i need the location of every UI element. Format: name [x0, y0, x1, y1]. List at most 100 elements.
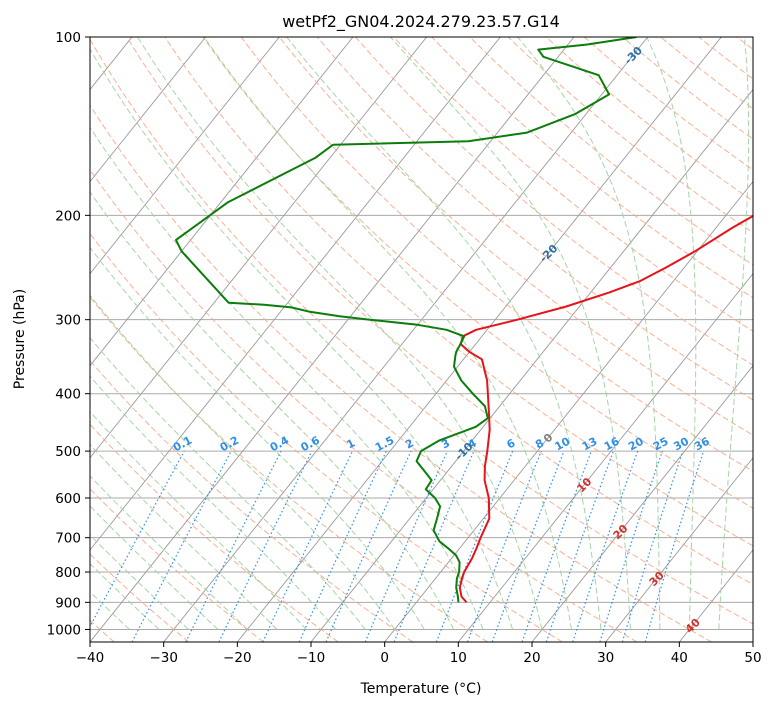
- y-tick-label: 900: [55, 595, 81, 611]
- dry-adiabat-line: [90, 104, 712, 642]
- moist-adiabat-lines: [90, 37, 750, 630]
- x-tick-label: 30: [597, 650, 614, 666]
- mixing-ratio-line: [298, 450, 387, 642]
- plot-area: 0.10.20.40.611.52346810131620253036-100-…: [90, 37, 753, 642]
- dry-adiabat-line: [545, 37, 753, 202]
- isotherm-line: [90, 37, 501, 551]
- chart-title: wetPf2_GN04.2024.279.23.57.G14: [282, 12, 560, 32]
- moist-adiabat-line: [90, 191, 455, 630]
- isotherm-line: [236, 37, 722, 642]
- mixing-ratio-label: 16: [602, 435, 622, 454]
- moist-adiabat-line: [90, 294, 396, 630]
- moist-adiabat-line: [90, 246, 425, 630]
- y-tick-label: 400: [55, 387, 81, 403]
- isotherm-line: [90, 37, 280, 275]
- dry-adiabat-line: [90, 488, 264, 642]
- mixing-ratio-lines: [90, 450, 705, 642]
- x-tick-label: 0: [380, 650, 389, 666]
- moist-adiabat-line: [286, 37, 602, 630]
- profile-series: [175, 37, 753, 603]
- x-tick-label: −10: [297, 650, 326, 666]
- y-tick-label: 700: [55, 531, 81, 547]
- mixing-ratio-line: [521, 450, 592, 642]
- moist-adiabat-line: [90, 410, 307, 630]
- dry-adiabat-line: [90, 38, 753, 625]
- dewpoint-line: [175, 37, 637, 603]
- dry-adiabat-line: [431, 37, 753, 299]
- mixing-ratio-label: 30: [671, 435, 691, 454]
- y-tick-label: 600: [55, 491, 81, 507]
- dry-adiabat-line: [126, 37, 753, 586]
- moist-adiabat-line: [90, 48, 514, 630]
- mixing-ratio-line: [364, 450, 448, 642]
- isotherm-line: [90, 37, 354, 367]
- moist-adiabat-line: [90, 475, 248, 630]
- y-tick-label: 200: [55, 208, 81, 224]
- dry-adiabat-lines: [90, 37, 753, 642]
- moist-adiabat-line: [517, 37, 661, 630]
- dry-adiabat-line: [90, 168, 638, 642]
- dry-adiabat-line: [622, 37, 753, 140]
- mixing-ratio-line: [572, 450, 639, 642]
- dry-adiabat-line: [202, 37, 753, 509]
- x-tick-label: −30: [149, 650, 178, 666]
- dry-adiabat-line: [90, 232, 563, 642]
- x-tick-label: 20: [523, 650, 540, 666]
- mixing-ratio-line: [393, 450, 475, 642]
- isotherm-line: [90, 37, 428, 459]
- mixing-ratio-line: [644, 450, 705, 642]
- moist-adiabat-line: [90, 375, 337, 630]
- y-axis-label: Pressure (hPa): [12, 289, 28, 389]
- y-tick-label: 800: [55, 565, 81, 581]
- x-tick-label: −20: [223, 650, 252, 666]
- isotherm-line: [531, 365, 753, 642]
- dry-adiabat-line: [317, 37, 753, 401]
- dry-adiabat-line: [278, 37, 753, 436]
- moist-adiabat-line: [137, 37, 543, 630]
- dry-adiabat-line: [164, 37, 753, 547]
- moist-adiabat-line: [646, 37, 697, 630]
- mixing-ratio-label: 10: [553, 435, 573, 454]
- moist-adiabat-line: [718, 37, 750, 630]
- mixing-ratio-label: 20: [626, 435, 646, 454]
- mixing-ratio-line: [621, 450, 684, 642]
- dry-adiabat-line: [469, 37, 753, 266]
- mixing-ratio-label: 13: [580, 435, 600, 454]
- isotherm-line: [90, 37, 207, 183]
- dry-adiabat-line: [240, 37, 753, 472]
- x-tick-label: 10: [450, 650, 467, 666]
- moist-adiabat-line: [90, 126, 484, 630]
- y-tick-label: 300: [55, 313, 81, 329]
- mixing-ratio-line: [545, 450, 614, 642]
- moist-adiabat-line: [390, 37, 631, 630]
- dry-adiabat-line: [90, 296, 488, 642]
- mixing-ratio-label: 36: [692, 435, 712, 454]
- dry-adiabat-line: [90, 423, 339, 642]
- y-tick-label: 100: [55, 30, 81, 46]
- x-axis: −40 −30 −20 −10 0 10 20 30 40 50: [76, 642, 762, 666]
- y-tick-label: 500: [55, 444, 81, 460]
- moist-adiabat-line: [90, 534, 189, 630]
- x-tick-label: −40: [76, 650, 105, 666]
- y-tick-label: 1000: [47, 622, 81, 638]
- moist-adiabat-line: [90, 505, 219, 630]
- mixing-ratio-line: [90, 450, 185, 628]
- mixing-ratio-line: [262, 450, 354, 642]
- dry-adiabat-line: [507, 37, 753, 234]
- isotherm-line: [605, 457, 753, 642]
- isotherm-line: [384, 180, 753, 642]
- dry-adiabat-line: [355, 37, 753, 366]
- moist-adiabat-line: [203, 37, 572, 630]
- isotherm-line: [457, 272, 753, 642]
- x-axis-label: Temperature (°C): [360, 681, 482, 697]
- plot-frame: [89, 36, 754, 643]
- moist-adiabat-line: [90, 443, 278, 630]
- mixing-ratio-line: [599, 450, 663, 642]
- mixing-ratio-line: [325, 450, 412, 642]
- x-tick-label: 40: [671, 650, 688, 666]
- mixing-ratio-label: 25: [651, 435, 671, 454]
- x-tick-label: 50: [744, 650, 761, 666]
- isotherm-line: [163, 37, 649, 642]
